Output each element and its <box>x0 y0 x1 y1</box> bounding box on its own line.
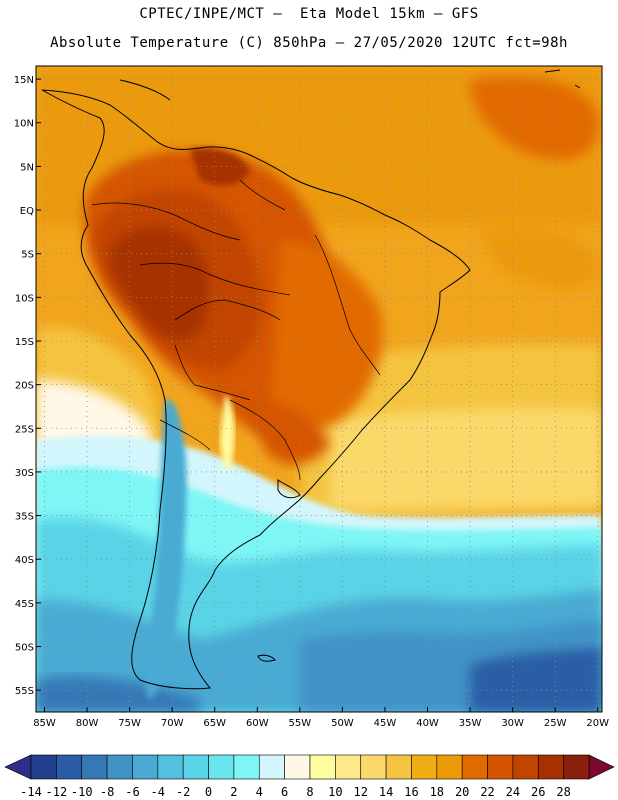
lon-label: 60W <box>246 718 269 729</box>
colorbar-swatch <box>106 754 133 780</box>
lat-label: 55S <box>15 686 34 697</box>
lon-label: 40W <box>416 718 439 729</box>
colorbar-label: -4 <box>151 785 165 799</box>
lon-label: 65W <box>203 718 226 729</box>
colorbar-label: -14 <box>20 785 42 799</box>
colorbar-label: 24 <box>506 785 520 799</box>
colorbar-swatch <box>512 754 539 780</box>
lat-label: EQ <box>20 206 34 217</box>
lat-label: 20S <box>15 381 34 392</box>
colorbar-swatch <box>233 754 260 780</box>
lat-label: 40S <box>15 555 34 566</box>
lat-label: 5N <box>20 162 34 173</box>
colorbar-swatch <box>56 754 83 780</box>
colorbar-label: -10 <box>71 785 93 799</box>
colorbar-label: 16 <box>404 785 418 799</box>
lat-label: 25S <box>15 424 34 435</box>
coastline <box>41 69 581 690</box>
colorbar-label: 6 <box>281 785 288 799</box>
colorbar-swatch <box>360 754 387 780</box>
colorbar-swatch <box>30 754 57 780</box>
colorbar-swatch <box>208 754 235 780</box>
colorbar-swatch <box>309 754 336 780</box>
colorbar <box>4 754 615 780</box>
colorbar-swatch <box>487 754 514 780</box>
colorbar-label: 8 <box>306 785 313 799</box>
colorbar-swatch <box>284 754 311 780</box>
lon-label: 70W <box>161 718 184 729</box>
country-borders <box>91 179 381 481</box>
colorbar-swatch <box>563 754 590 780</box>
colorbar-swatch <box>411 754 438 780</box>
lon-label: 80W <box>76 718 99 729</box>
lon-label: 45W <box>374 718 397 729</box>
colorbar-label: 22 <box>480 785 494 799</box>
colorbar-label: 28 <box>556 785 570 799</box>
colorbar-swatch <box>335 754 362 780</box>
colorbar-label: 0 <box>205 785 212 799</box>
longitude-labels: 85W 80W 75W 70W 65W 60W 55W 50W 45W 40W 35W 30W 25W 2… <box>33 707 609 729</box>
colorbar-label: 14 <box>379 785 393 799</box>
colorbar-label: 20 <box>455 785 469 799</box>
map-frame <box>35 65 603 713</box>
lat-label: 5S <box>21 250 34 261</box>
colorbar-swatch <box>132 754 159 780</box>
lon-label: 25W <box>544 718 567 729</box>
lat-label: 10S <box>15 293 34 304</box>
lon-label: 20W <box>586 718 609 729</box>
colorbar-label: 2 <box>230 785 237 799</box>
lat-label: 30S <box>15 468 34 479</box>
colorbar-label: 26 <box>531 785 545 799</box>
colorbar-label: -2 <box>176 785 190 799</box>
latitude-labels: 15N 10N 5N EQ 5S 10S 15S 20S 25S 30S 35S 40S 45S 50S 5… <box>14 75 41 697</box>
lat-label: 10N <box>14 119 34 130</box>
lon-label: 50W <box>331 718 354 729</box>
colorbar-swatch <box>461 754 488 780</box>
lat-label: 15S <box>15 337 34 348</box>
lat-label: 15N <box>14 75 34 86</box>
lat-label: 50S <box>15 643 34 654</box>
temperature-field <box>36 66 602 712</box>
colorbar-swatch <box>436 754 463 780</box>
colorbar-low-arrow <box>4 754 32 780</box>
colorbar-swatch <box>81 754 108 780</box>
map-title: CPTEC/INPE/MCT – Eta Model 15km – GFS <box>139 6 479 22</box>
colorbar-label: 4 <box>256 785 263 799</box>
lon-label: 75W <box>118 718 141 729</box>
lon-label: 30W <box>501 718 524 729</box>
colorbar-swatch <box>182 754 209 780</box>
lat-label: 45S <box>15 599 34 610</box>
map-subtitle: Absolute Temperature (C) 850hPa – 27/05/… <box>50 35 568 51</box>
colorbar-label: -6 <box>125 785 139 799</box>
colorbar-swatch <box>385 754 412 780</box>
colorbar-swatch <box>258 754 285 780</box>
colorbar-swatch <box>537 754 564 780</box>
colorbar-labels: -14 -12 -10 -8 -6 -4 -2 0 2 4 6 8 10 12 14 16 18 20 22 24 26… <box>20 785 571 799</box>
colorbar-high-arrow <box>588 754 615 780</box>
colorbar-label: -8 <box>100 785 114 799</box>
colorbar-label: -12 <box>46 785 68 799</box>
lon-label: 35W <box>459 718 482 729</box>
colorbar-label: 12 <box>354 785 368 799</box>
colorbar-label: 10 <box>328 785 342 799</box>
colorbar-label: 18 <box>430 785 444 799</box>
lat-label: 35S <box>15 512 34 523</box>
lon-label: 55W <box>289 718 312 729</box>
colorbar-swatch <box>157 754 184 780</box>
lon-label: 85W <box>33 718 56 729</box>
